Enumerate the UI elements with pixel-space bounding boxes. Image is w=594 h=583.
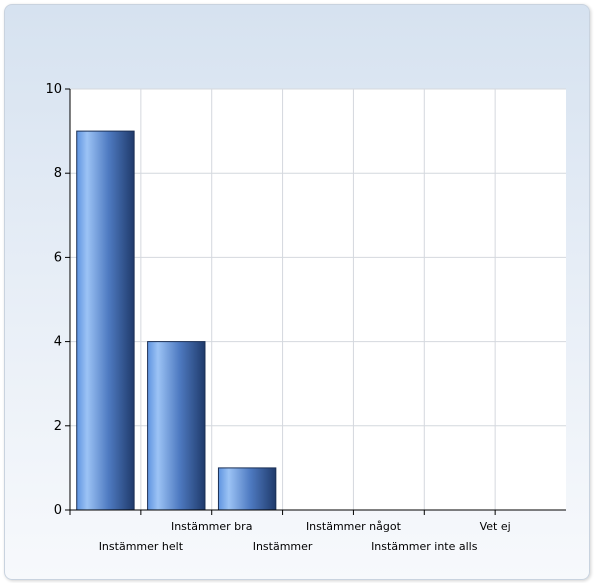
gridlines	[70, 88, 566, 510]
x-category-label: Instämmer helt	[99, 540, 184, 553]
bar	[76, 130, 135, 511]
y-tick-label: 10	[45, 82, 62, 97]
bar	[217, 467, 277, 511]
plot-area	[70, 89, 566, 510]
y-tick-label: 8	[54, 166, 62, 181]
x-category-label: Vet ej	[480, 520, 511, 533]
bars	[76, 130, 277, 511]
x-category-label: Instämmer något	[306, 520, 402, 533]
y-axis-ticks: 0 2 4 6 8 10	[45, 82, 70, 518]
bar	[147, 341, 206, 511]
axes	[69, 89, 566, 515]
x-category-label: Instämmer	[253, 540, 313, 553]
y-tick-label: 4	[54, 335, 62, 350]
y-tick-label: 2	[54, 419, 62, 434]
y-tick-label: 0	[54, 503, 62, 518]
y-tick-label: 6	[54, 250, 62, 265]
x-category-label: Instämmer bra	[171, 520, 252, 533]
x-category-label: Instämmer inte alls	[371, 540, 478, 553]
